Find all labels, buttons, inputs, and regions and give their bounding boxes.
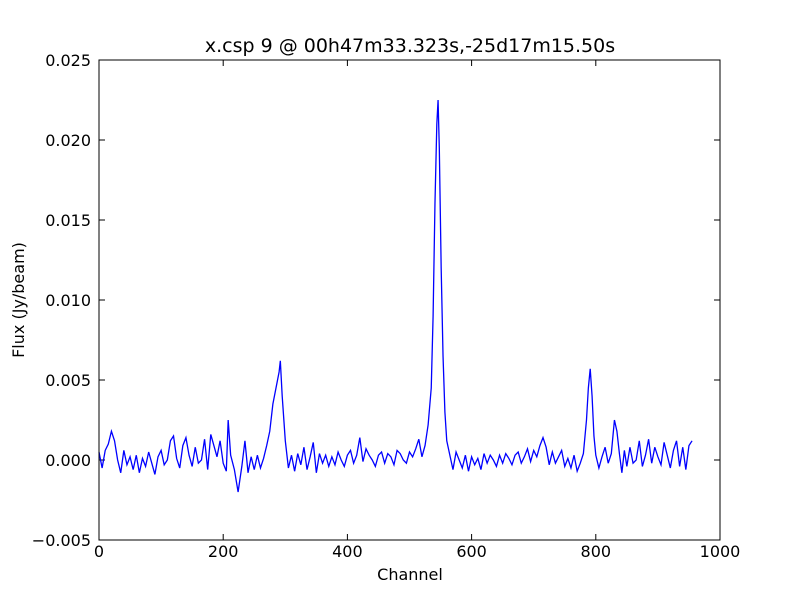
plot-frame <box>98 59 721 541</box>
y-tick-label: 0.025 <box>45 51 91 70</box>
y-tick-label: 0.015 <box>45 211 91 230</box>
data-line <box>98 99 693 493</box>
x-axis-label: Channel <box>377 565 443 584</box>
x-tick-label: 600 <box>456 542 487 561</box>
x-tick-label: 0 <box>94 542 104 561</box>
x-tick-label: 1000 <box>700 542 741 561</box>
y-tick-label: −0.005 <box>32 531 91 550</box>
x-tick-label: 400 <box>332 542 363 561</box>
x-tick-label: 800 <box>581 542 612 561</box>
chart-title: x.csp 9 @ 00h47m33.323s,-25d17m15.50s <box>205 35 615 57</box>
x-tick-label: 200 <box>208 542 239 561</box>
y-tick-label: 0.010 <box>45 291 91 310</box>
y-tick-label: 0.005 <box>45 371 91 390</box>
y-tick-label: 0.000 <box>45 451 91 470</box>
y-axis-label: Flux (Jy/beam) <box>9 242 28 358</box>
y-tick-label: 0.020 <box>45 131 91 150</box>
